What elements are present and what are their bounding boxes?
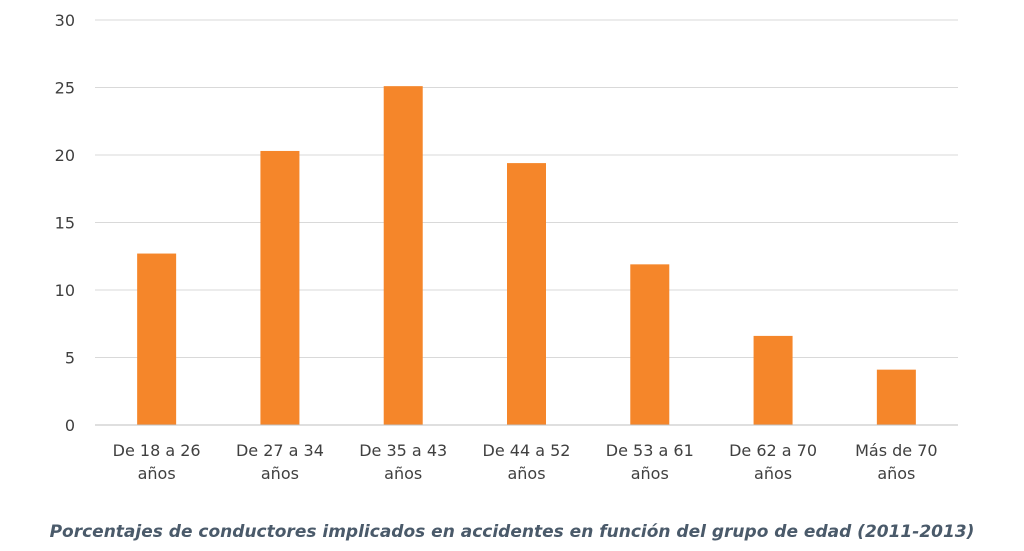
x-tick-label: De 35 a 43 años bbox=[359, 441, 447, 483]
y-tick-label: 30 bbox=[55, 11, 75, 30]
bar bbox=[630, 264, 670, 425]
y-tick-label: 0 bbox=[65, 416, 75, 435]
bar-chart: 0 5 10 15 20 25 30 De 18 a 26 años De 27 a 34 año… bbox=[55, 11, 958, 483]
x-tick-label: De 18 a 26 años bbox=[113, 441, 201, 483]
bar bbox=[137, 253, 177, 425]
x-tick-label: De 27 a 34 años bbox=[236, 441, 324, 483]
y-tick-label: 5 bbox=[65, 349, 75, 368]
bars bbox=[137, 86, 916, 426]
bar bbox=[753, 335, 793, 425]
y-tick-label: 20 bbox=[55, 146, 75, 165]
y-tick-label: 10 bbox=[55, 281, 75, 300]
bar bbox=[507, 163, 546, 425]
x-tick-label: De 53 a 61 años bbox=[606, 441, 694, 483]
x-tick-label: De 44 a 52 años bbox=[483, 441, 571, 483]
x-tick-label: Más de 70 años bbox=[855, 441, 937, 483]
figure-caption: Porcentajes de conductores implicados en… bbox=[49, 522, 975, 542]
bar bbox=[383, 86, 423, 426]
y-axis-ticks: 0 5 10 15 20 25 30 bbox=[55, 11, 75, 435]
bar bbox=[260, 150, 300, 425]
bar bbox=[876, 369, 916, 425]
y-tick-label: 25 bbox=[55, 79, 75, 98]
x-axis-ticks: De 18 a 26 años De 27 a 34 años De 35 a 43 añ… bbox=[113, 441, 938, 483]
x-tick-label: De 62 a 70 años bbox=[729, 441, 817, 483]
y-tick-label: 15 bbox=[55, 214, 75, 233]
